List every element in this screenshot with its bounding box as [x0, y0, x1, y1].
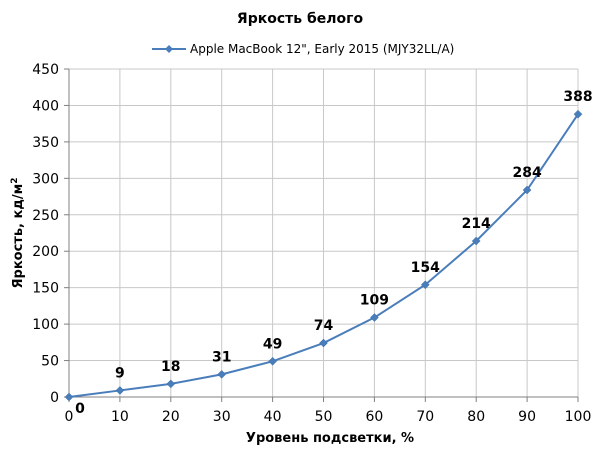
series-macbook [64, 109, 583, 402]
y-axis-ticks: 0 50 100 150 200 250 300 350 400 450 [32, 62, 59, 406]
y-tick-label: 350 [32, 135, 59, 151]
y-tick-label: 150 [32, 281, 59, 297]
x-tick-label: 10 [111, 409, 129, 425]
y-tick-label: 100 [32, 317, 59, 333]
legend: Apple MacBook 12", Early 2015 (MJY32LL/A… [152, 42, 454, 56]
x-tick-label: 20 [162, 409, 180, 425]
data-labels: 0 9 18 31 49 74 109 154 214 284 388 [75, 89, 592, 417]
data-label: 388 [563, 89, 592, 105]
x-tick-label: 60 [365, 409, 383, 425]
x-tick-label: 90 [518, 409, 536, 425]
data-label: 214 [462, 216, 491, 232]
data-point-marker [268, 356, 277, 366]
data-point-marker [420, 280, 430, 290]
x-tick-label: 0 [65, 409, 74, 425]
data-point-marker [166, 379, 176, 389]
data-point-marker [319, 338, 328, 348]
x-tick-label: 80 [467, 409, 485, 425]
y-tick-label: 200 [32, 244, 59, 260]
x-axis-ticks: 0 10 20 30 40 50 60 70 80 90 100 [65, 409, 592, 425]
x-tick-label: 40 [264, 409, 282, 425]
data-label: 74 [314, 318, 334, 334]
x-tick-label: 50 [315, 409, 333, 425]
y-tick-label: 450 [32, 62, 59, 78]
data-point-marker [471, 236, 481, 246]
data-label: 31 [212, 349, 231, 365]
data-label: 0 [75, 401, 85, 417]
y-tick-label: 50 [41, 354, 59, 370]
data-point-marker [115, 386, 125, 395]
data-label: 154 [411, 260, 440, 276]
data-label: 18 [161, 359, 180, 375]
y-axis-label-main: Яркость, кд/м [11, 184, 26, 289]
x-axis-label: Уровень подсветки, % [246, 431, 414, 446]
data-point-marker [573, 109, 583, 119]
chart-title: Яркость белого [237, 11, 364, 27]
y-tick-label: 300 [32, 171, 59, 187]
y-tick-label: 250 [32, 208, 59, 224]
data-point-marker [370, 313, 379, 322]
grid-lines [64, 68, 579, 402]
data-point-marker [64, 392, 74, 402]
data-point-marker [522, 185, 532, 195]
data-point-marker [217, 370, 227, 379]
legend-diamond-marker-icon [165, 45, 173, 53]
data-label: 109 [360, 293, 389, 309]
y-axis-label-superscript: 2 [10, 178, 20, 184]
data-label: 284 [512, 165, 541, 181]
data-label: 49 [263, 336, 282, 352]
x-tick-label: 30 [213, 409, 231, 425]
y-axis-label: Яркость, кд/м2 [10, 178, 26, 289]
data-label: 9 [115, 365, 125, 381]
x-tick-label: 100 [565, 409, 592, 425]
y-tick-label: 0 [50, 390, 59, 406]
y-tick-label: 400 [32, 98, 59, 114]
x-tick-label: 70 [416, 409, 434, 425]
legend-series-name: Apple MacBook 12", Early 2015 (MJY32LL/A… [190, 42, 454, 56]
